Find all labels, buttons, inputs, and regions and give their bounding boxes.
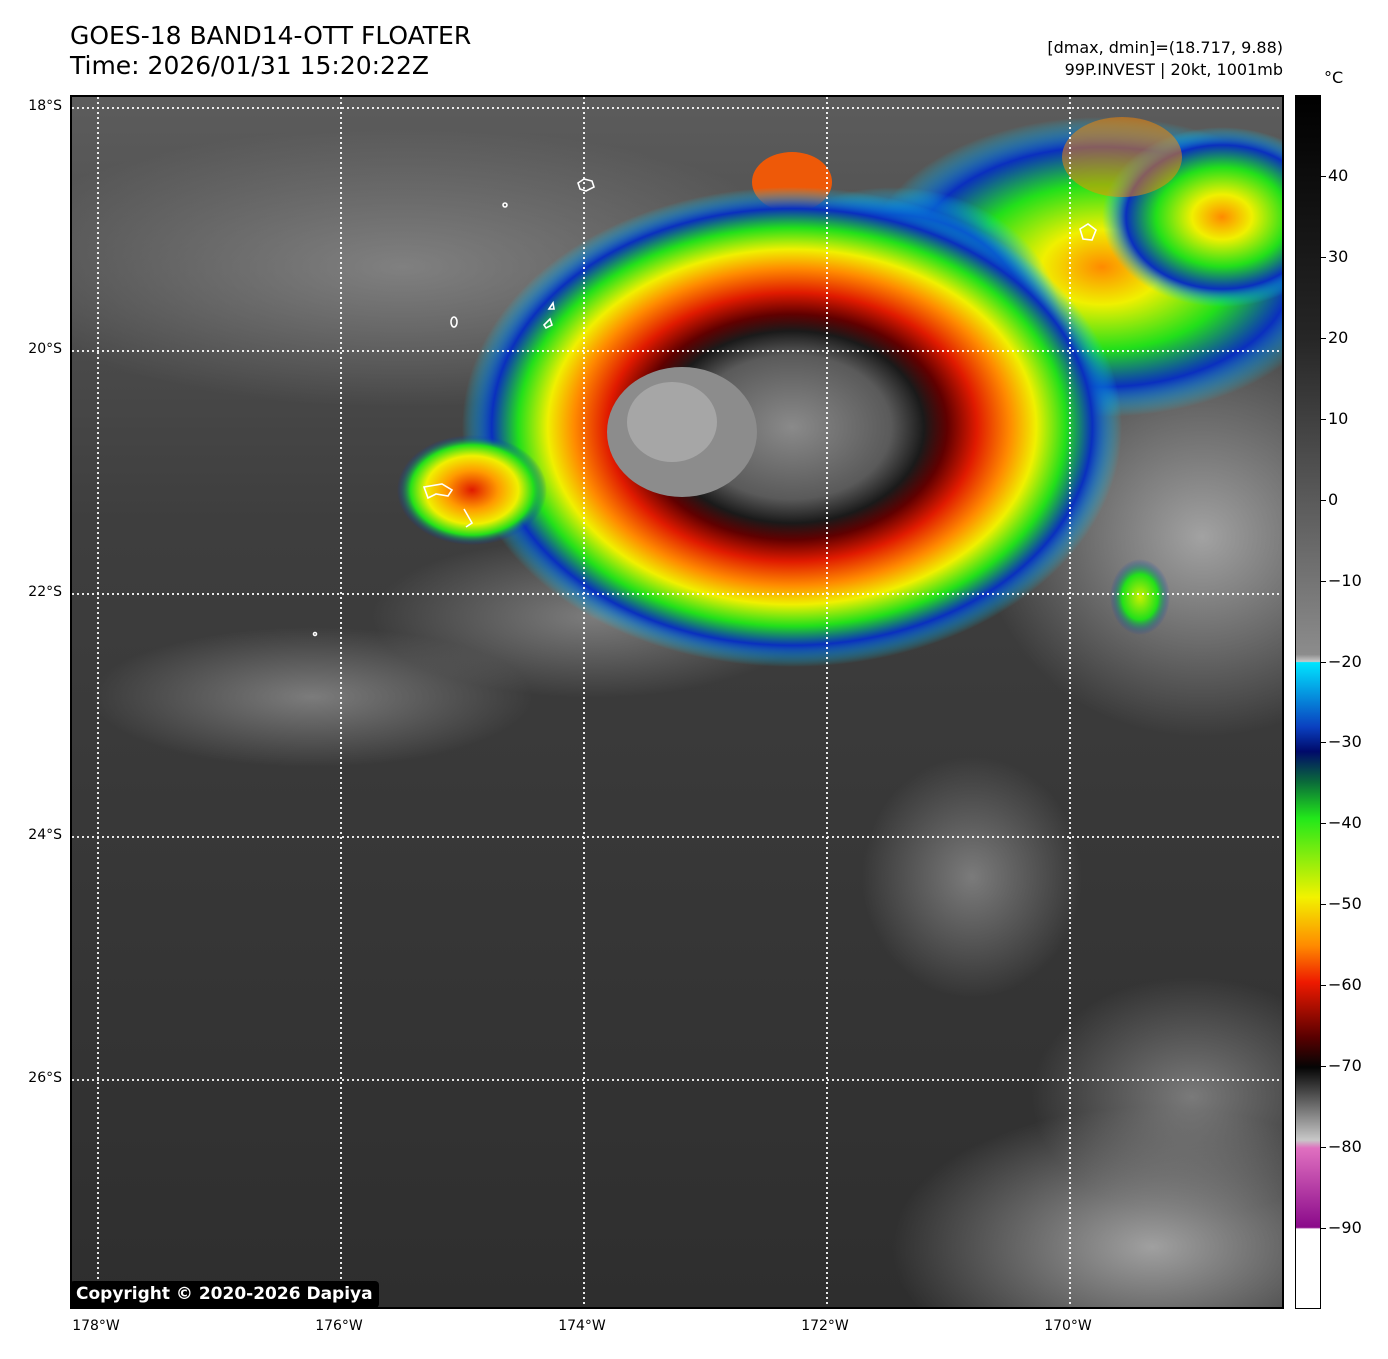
lon-label-178w: 178°W [72, 1318, 120, 1334]
colorbar-gradient [1296, 96, 1320, 1308]
colorbar-unit: °C [1324, 68, 1344, 87]
colorbar-tick-label: −10 [1328, 571, 1362, 590]
graticule [72, 97, 1282, 1307]
colorbar-tick-label: −90 [1328, 1218, 1362, 1237]
colorbar-tick-label: 0 [1328, 490, 1339, 509]
colorbar-tick [1321, 662, 1326, 663]
eastern-cell [1110, 559, 1170, 635]
colorbar-tick [1321, 742, 1326, 743]
storm-info: 99P.INVEST | 20kt, 1001mb [1064, 60, 1283, 79]
colorbar-tick-label: 40 [1328, 166, 1349, 185]
lat-label-20s: 20°S [28, 341, 62, 357]
timestamp-title: Time: 2026/01/31 15:20:22Z [70, 51, 429, 80]
satellite-map [70, 95, 1284, 1309]
colorbar-tick [1321, 581, 1326, 582]
lat-label-24s: 24°S [28, 827, 62, 843]
colorbar-tick-label: −50 [1328, 894, 1362, 913]
copyright-badge: Copyright © 2020-2026 Dapiya [70, 1281, 379, 1308]
colorbar [1295, 95, 1321, 1309]
lon-label-170w: 170°W [1044, 1318, 1092, 1334]
colorbar-tick-label: 20 [1328, 328, 1349, 347]
chart-title: GOES-18 BAND14-OTT FLOATER [70, 21, 472, 50]
lon-label-174w: 174°W [558, 1318, 606, 1334]
colorbar-tick-label: −70 [1328, 1056, 1362, 1075]
colorbar-tick [1321, 1066, 1326, 1067]
storm-convection [462, 187, 1122, 667]
lon-label-172w: 172°W [801, 1318, 849, 1334]
colorbar-tick [1321, 1147, 1326, 1148]
colorbar-tick [1321, 338, 1326, 339]
colorbar-tick [1321, 985, 1326, 986]
colorbar-tick-label: 30 [1328, 247, 1349, 266]
western-cell [397, 435, 547, 545]
lat-label-18s: 18°S [28, 98, 62, 114]
colorbar-tick [1321, 1228, 1326, 1229]
colorbar-tick [1321, 823, 1326, 824]
colorbar-tick-label: −80 [1328, 1137, 1362, 1156]
dmax-dmin-readout: [dmax, dmin]=(18.717, 9.88) [1047, 38, 1283, 57]
colorbar-tick [1321, 176, 1326, 177]
colorbar-tick [1321, 257, 1326, 258]
lat-label-26s: 26°S [28, 1070, 62, 1086]
colorbar-tick-label: −30 [1328, 732, 1362, 751]
colorbar-tick [1321, 904, 1326, 905]
colorbar-tick-label: −60 [1328, 975, 1362, 994]
colorbar-tick-label: 10 [1328, 409, 1349, 428]
colorbar-tick-label: −20 [1328, 652, 1362, 671]
colorbar-tick [1321, 419, 1326, 420]
lat-label-22s: 22°S [28, 584, 62, 600]
colorbar-tick-label: −40 [1328, 813, 1362, 832]
satellite-imagery [72, 97, 1282, 1307]
colorbar-tick [1321, 500, 1326, 501]
lon-label-176w: 176°W [315, 1318, 363, 1334]
